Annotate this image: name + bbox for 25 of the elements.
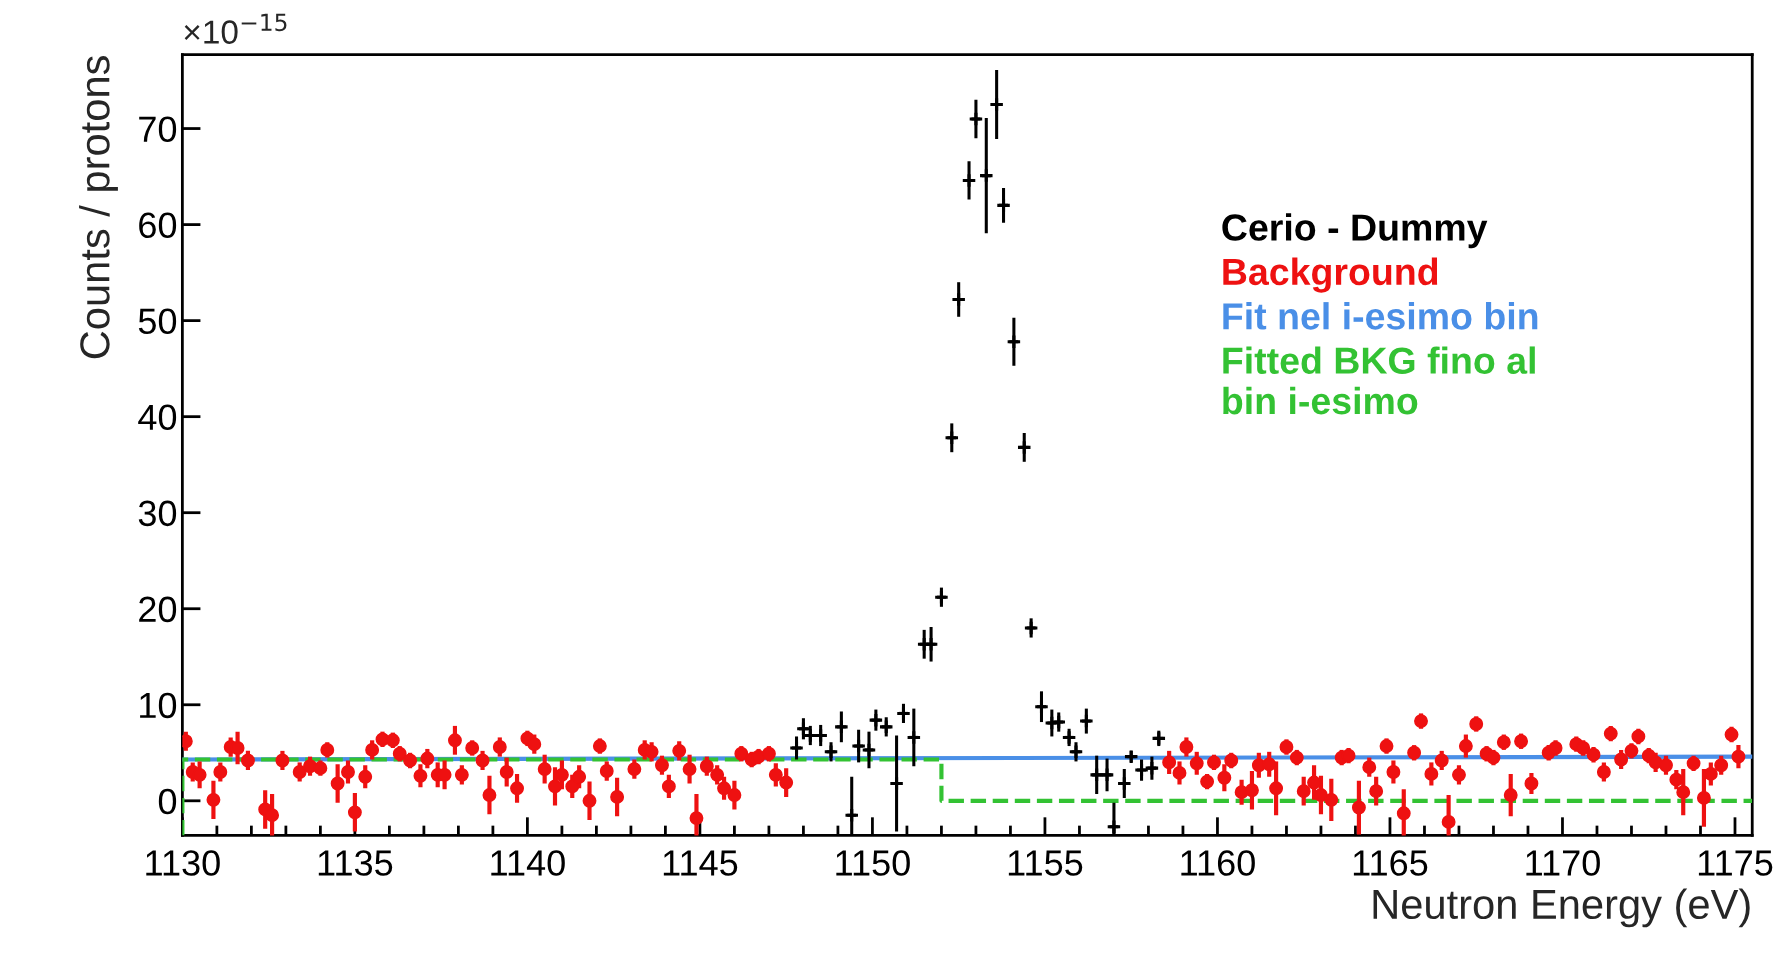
text: Fit nel i-esimo bin [1223, 302, 1538, 330]
y-tick-label: 40 [138, 404, 177, 431]
y-tick-label: 60 [139, 212, 177, 239]
text: Cerio - Dummy [1222, 213, 1488, 249]
x-tick-label: 1170 [1526, 850, 1600, 876]
x-tick-label: 1130 [146, 850, 220, 876]
x-tick-label: 1140 [491, 850, 565, 876]
text: ×10$^{−15}$ [184, 13, 287, 44]
x-tick-label: 1165 [1353, 850, 1428, 876]
y-tick-label: 20 [139, 596, 177, 623]
y-tick-label: 10 [140, 692, 177, 719]
y-axis-title: Counts / protons [79, 56, 118, 359]
y-tick-label: 70 [139, 116, 177, 142]
x-tick-label: 1175 [1698, 850, 1773, 876]
x-axis-title: Neutron Energy (eV) [1373, 888, 1750, 928]
y-tick-label: 30 [138, 500, 177, 527]
x-tick-label: 1145 [663, 850, 738, 876]
x-tick-label: 1135 [318, 850, 393, 876]
x-tick-label: 1155 [1008, 850, 1083, 876]
x-tick-label: 1150 [836, 850, 910, 876]
y-tick-label: 0 [158, 788, 177, 815]
y-tick-label: 50 [138, 308, 177, 335]
text: Fitted BKG fino al bin i-esimo [1223, 346, 1535, 415]
x-tick-label: 1160 [1181, 850, 1255, 876]
text: Background [1223, 257, 1438, 293]
